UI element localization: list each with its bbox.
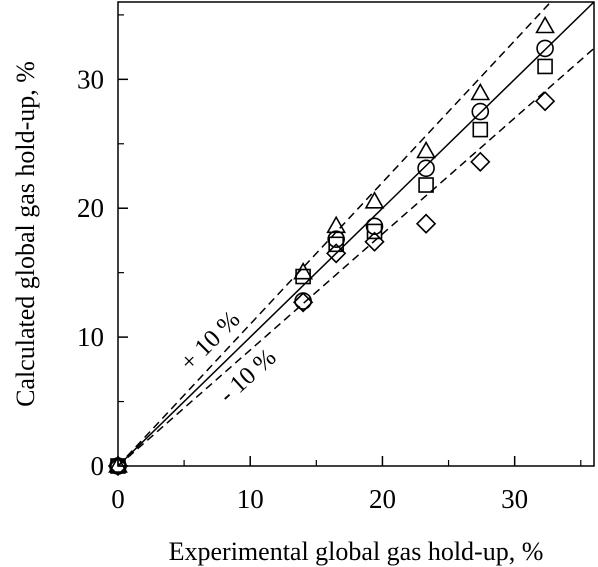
point-diamond-5 (470, 151, 491, 172)
x-tick-label-20: 20 (369, 484, 396, 514)
point-square-4 (418, 177, 434, 193)
plot-area (118, 2, 594, 466)
point-diamond-6 (534, 91, 556, 112)
point-triangle-5 (470, 82, 491, 101)
point-diamond-4 (415, 213, 437, 234)
point-circle-4 (417, 159, 435, 178)
point-circle-6 (536, 39, 554, 58)
y-tick-label-30: 30 (77, 64, 104, 94)
point-square-0 (110, 458, 126, 474)
plot-frame (117, 1, 595, 467)
x-axis-label: Experimental global gas hold-up, % (169, 537, 544, 566)
point-triangle-4 (416, 140, 436, 159)
point-triangle-1 (293, 262, 313, 280)
data-points (107, 15, 556, 477)
point-circle-5 (471, 102, 490, 121)
point-diamond-0 (107, 455, 129, 477)
point-diamond-1 (292, 292, 314, 313)
point-square-1 (295, 268, 311, 285)
x-tick-label-30: 30 (501, 484, 528, 514)
y-tick-label-20: 20 (77, 193, 104, 223)
point-square-5 (472, 121, 489, 138)
tick-labels: 0 10 20 30 0 10 20 30 (77, 64, 528, 514)
reference-line-minus-10 (118, 47, 594, 466)
point-triangle-2 (326, 215, 347, 234)
point-diamond-2 (326, 243, 347, 264)
point-square-3 (366, 223, 383, 240)
reference-line-parity (118, 2, 594, 466)
point-circle-2 (327, 230, 345, 248)
point-triangle-6 (535, 15, 555, 34)
x-tick-label-10: 10 (237, 484, 264, 514)
y-tick-label-10: 10 (77, 322, 104, 352)
point-circle-3 (365, 217, 384, 236)
point-square-2 (328, 236, 344, 253)
point-diamond-3 (364, 231, 385, 252)
point-square-6 (537, 58, 553, 75)
y-axis-label: Calculated global gas hold-up, % (11, 61, 40, 407)
point-triangle-0 (108, 455, 128, 473)
x-tick-label-0: 0 (111, 484, 125, 514)
point-triangle-3 (364, 191, 385, 209)
annotation-minus-10: - 10 % (214, 344, 282, 409)
y-tick-label-0: 0 (91, 451, 105, 481)
